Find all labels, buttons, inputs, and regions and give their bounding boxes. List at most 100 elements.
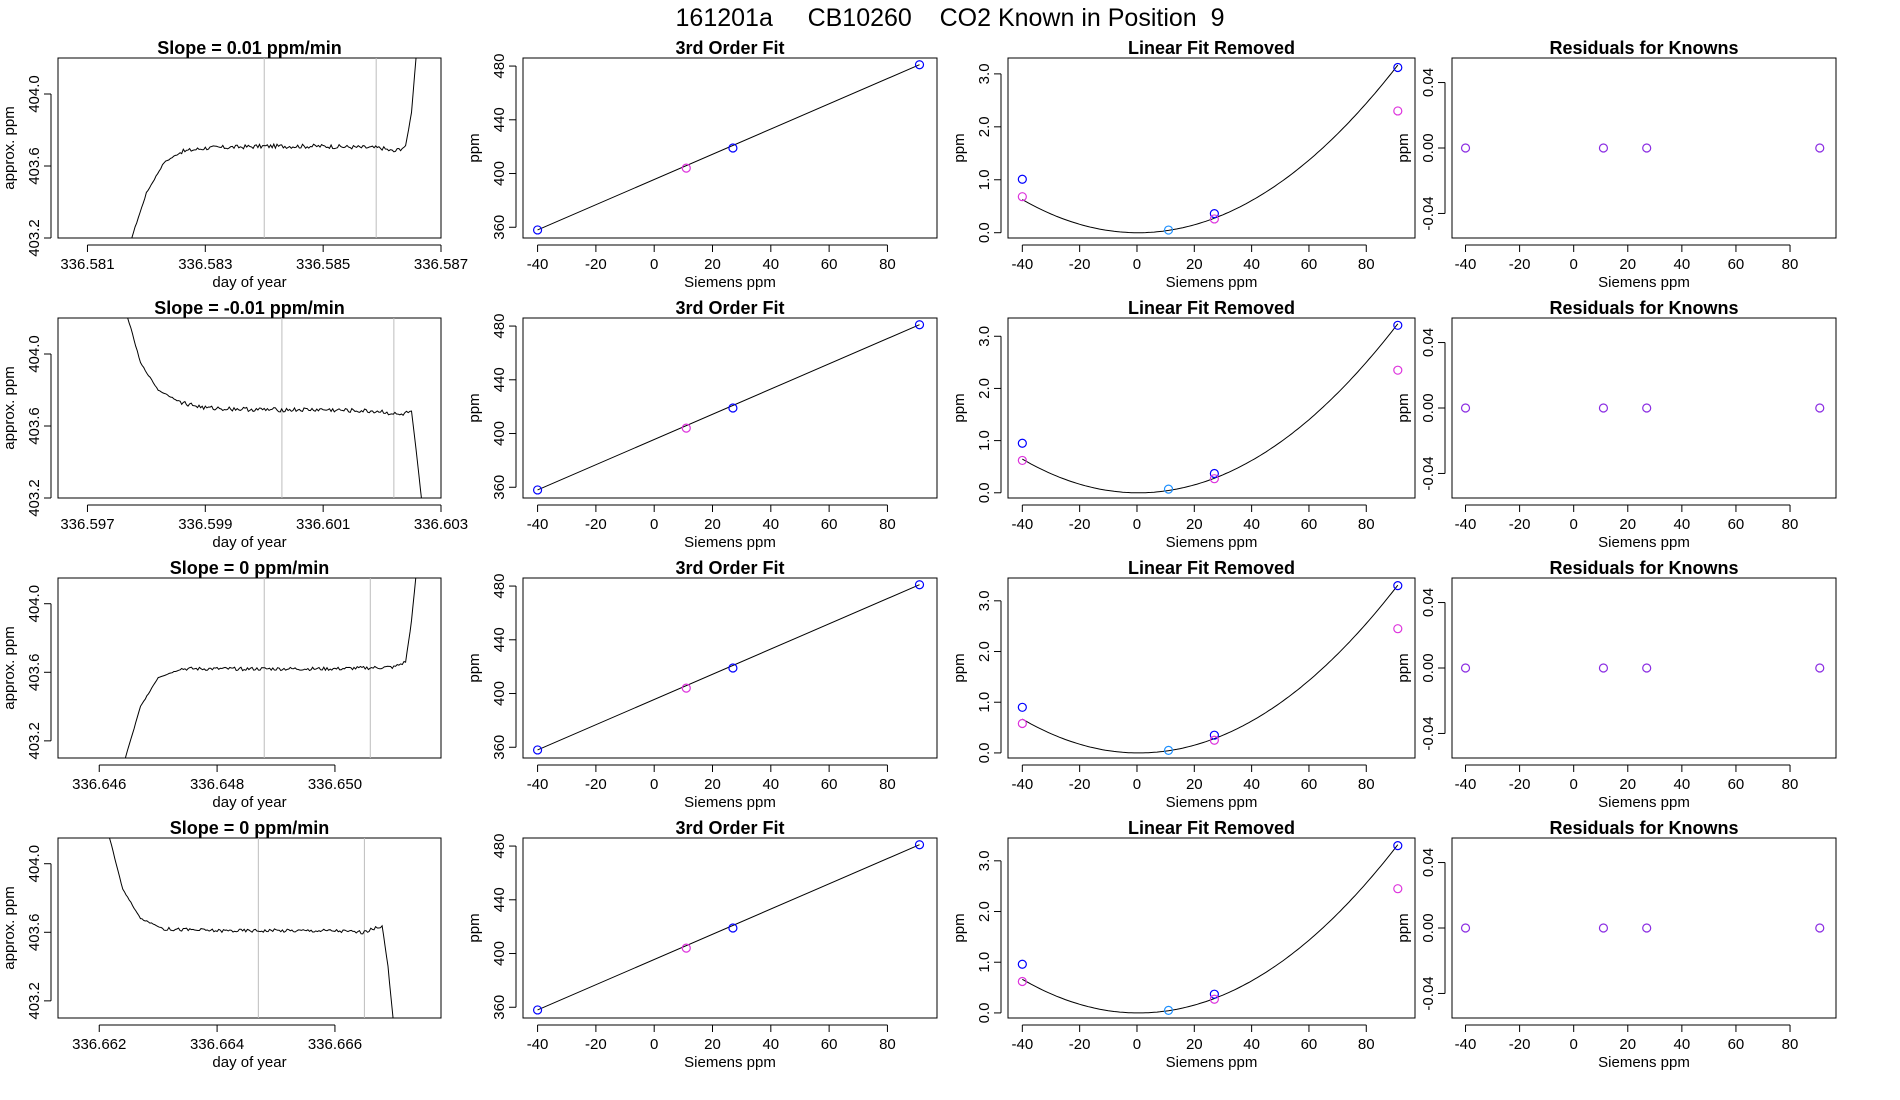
ppm-trace-line — [131, 58, 417, 238]
y-tick-label: 2.0 — [976, 901, 993, 922]
x-tick-label: 60 — [1301, 1036, 1318, 1053]
plot-frame — [522, 837, 938, 1019]
data-point — [1163, 484, 1174, 494]
y-tick-label: 404.0 — [26, 335, 43, 373]
x-tick-label: -20 — [1509, 1036, 1531, 1053]
x-axis-label: Siemens ppm — [1166, 534, 1258, 551]
data-point — [1642, 143, 1652, 153]
x-tick-label: 40 — [1674, 776, 1691, 793]
plot-frame — [522, 577, 938, 759]
y-axis-label: approx. ppm — [1, 886, 18, 969]
x-axis-label: day of year — [212, 794, 286, 811]
data-point — [1393, 320, 1403, 330]
x-tick-label: 40 — [1674, 1036, 1691, 1053]
ppm-trace-line — [124, 578, 417, 758]
x-tick-label: 20 — [1186, 776, 1203, 793]
x-tick-label: 336.603 — [414, 516, 468, 533]
x-tick-label: 80 — [1358, 776, 1375, 793]
y-tick-label: 0.04 — [1420, 588, 1437, 617]
y-tick-label: 360 — [491, 215, 508, 240]
data-point — [1642, 403, 1652, 413]
y-tick-label: 0.0 — [976, 482, 993, 503]
x-tick-label: 40 — [762, 776, 779, 793]
y-tick-label: 1.0 — [976, 430, 993, 451]
y-tick-label: 440 — [491, 627, 508, 652]
y-tick-label: 403.6 — [26, 407, 43, 445]
y-axis-label: ppm — [951, 913, 968, 942]
panel-title: Residuals for Knowns — [1549, 558, 1738, 578]
x-tick-label: 336.662 — [72, 1036, 126, 1053]
x-axis-label: day of year — [212, 534, 286, 551]
x-tick-label: 20 — [1186, 1036, 1203, 1053]
y-tick-label: 403.6 — [26, 147, 43, 185]
data-point — [681, 943, 691, 953]
x-tick-label: 40 — [1674, 516, 1691, 533]
plot-frame — [57, 837, 442, 1019]
x-tick-label: 60 — [1301, 256, 1318, 273]
y-tick-label: 1.0 — [976, 952, 993, 973]
data-point — [1209, 730, 1219, 740]
y-tick-label: 2.0 — [976, 641, 993, 662]
y-axis-label: ppm — [466, 133, 483, 162]
plot-frame — [1451, 837, 1837, 1019]
x-tick-label: -40 — [1455, 256, 1477, 273]
x-tick-label: 60 — [1301, 516, 1318, 533]
y-tick-label: 440 — [491, 107, 508, 132]
x-tick-label: -20 — [585, 516, 607, 533]
data-point — [1393, 581, 1403, 591]
data-point — [728, 143, 738, 153]
x-tick-label: -40 — [1455, 1036, 1477, 1053]
panel-2-1: Slope = -0.01 ppm/min 336.597 336.599 336.6… — [1, 298, 468, 551]
y-tick-label: 3.0 — [976, 590, 993, 611]
x-tick-label: 336.666 — [308, 1036, 362, 1053]
data-point — [1815, 143, 1825, 153]
x-tick-label: 336.583 — [178, 256, 232, 273]
y-tick-label: 440 — [491, 367, 508, 392]
x-tick-label: 80 — [1358, 1036, 1375, 1053]
plot-frame — [1451, 57, 1837, 239]
x-tick-label: 80 — [879, 776, 896, 793]
panel-3-2: 3rd Order Fit -40 -20 0 20 40 60 80 Siemens ppm 3… — [466, 558, 938, 811]
y-tick-label: 400 — [491, 421, 508, 446]
y-tick-label: -0.04 — [1420, 716, 1437, 750]
data-point — [681, 683, 691, 693]
y-tick-label: -0.04 — [1420, 196, 1437, 230]
x-tick-label: -40 — [527, 776, 549, 793]
data-point — [1598, 663, 1609, 673]
x-tick-label: -40 — [1011, 1036, 1033, 1053]
x-tick-label: -20 — [1069, 516, 1091, 533]
x-tick-label: 80 — [1782, 1036, 1799, 1053]
y-tick-label: 360 — [491, 735, 508, 760]
panel-title: Residuals for Knowns — [1549, 38, 1738, 58]
data-point — [1017, 438, 1027, 448]
y-axis-label: approx. ppm — [1, 366, 18, 449]
x-tick-label: 40 — [762, 256, 779, 273]
x-tick-label: 60 — [1728, 1036, 1745, 1053]
x-tick-label: 20 — [1619, 776, 1636, 793]
x-tick-label: -40 — [1011, 516, 1033, 533]
panel-1-3: Linear Fit Removed -40 -20 0 20 40 60 80 Siemens… — [951, 38, 1416, 291]
x-tick-label: -20 — [1069, 256, 1091, 273]
panel-title: Residuals for Knowns — [1549, 818, 1738, 838]
panel-title: 3rd Order Fit — [675, 298, 784, 318]
y-axis-label: ppm — [466, 913, 483, 942]
x-tick-label: 60 — [821, 516, 838, 533]
data-point — [1460, 403, 1471, 413]
x-tick-label: 40 — [1243, 1036, 1260, 1053]
y-tick-label: 404.0 — [26, 585, 43, 623]
x-tick-label: 0 — [1570, 256, 1578, 273]
x-tick-label: 80 — [1782, 776, 1799, 793]
x-tick-label: 0 — [650, 776, 658, 793]
data-point — [1393, 624, 1403, 634]
x-tick-label: 40 — [762, 516, 779, 533]
x-axis-label: Siemens ppm — [1598, 534, 1690, 551]
x-tick-label: 60 — [1301, 776, 1318, 793]
y-tick-label: 0.04 — [1420, 328, 1437, 357]
panel-title: Slope = 0 ppm/min — [170, 558, 330, 578]
x-tick-label: 0 — [1570, 516, 1578, 533]
x-tick-label: 0 — [650, 1036, 658, 1053]
y-tick-label: -0.04 — [1420, 456, 1437, 490]
data-point — [681, 163, 691, 173]
data-point — [1017, 976, 1027, 987]
